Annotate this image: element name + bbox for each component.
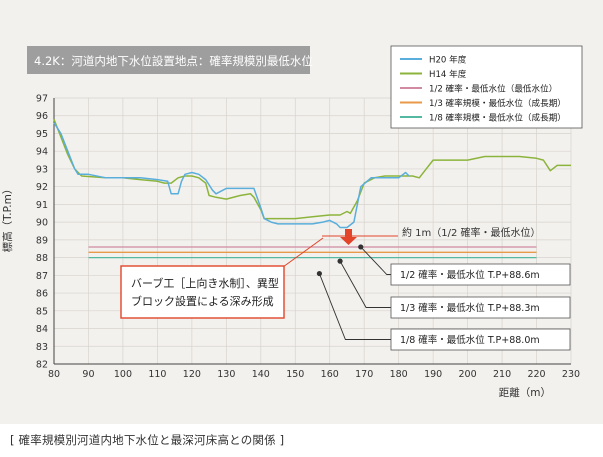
legend-frame	[390, 45, 583, 129]
x-tick-label: 80	[48, 369, 60, 380]
x-tick-label: 130	[217, 369, 235, 380]
callout-box	[390, 328, 571, 351]
x-tick-label: 160	[321, 369, 339, 380]
y-tick-label: 83	[36, 342, 48, 353]
y-tick-label: 97	[36, 94, 48, 105]
x-tick-label: 100	[114, 369, 132, 380]
y-tick-label: 84	[36, 324, 48, 335]
x-tick-label: 230	[562, 369, 580, 380]
callout-label: 1/8 確率・最低水位 T.P+88.0m	[400, 334, 540, 346]
y-tick-label: 93	[36, 164, 48, 175]
callout-leader	[318, 273, 391, 340]
callout-box	[390, 296, 571, 319]
legend-label: 1/3 確率規模・最低水位（成長期）	[429, 97, 566, 109]
x-tick-label: 90	[82, 369, 94, 380]
callout-label: 1/3 確率・最低水位 T.P+88.3m	[400, 302, 540, 314]
note-line-1: バーブ工［上向き水制］、異型	[131, 276, 279, 290]
callouts: 1/2 確率・最低水位 T.P+88.6m 1/3 確率・最低水位 T.P+88.…	[316, 244, 571, 351]
y-tick-label: 92	[36, 182, 48, 193]
legend: H20 年度 H14 年度 1/2 確率・最低水位（最低水位） 1/3 確率規模・最低…	[390, 45, 583, 129]
series-lines	[53, 119, 571, 259]
x-tick-label: 180	[390, 369, 408, 380]
y-tick-label: 94	[36, 147, 48, 158]
range-label: 約 1m（1/2 確率・最低水位）	[402, 226, 541, 239]
note-box: バーブ工［上向き水制］、異型 ブロック設置による深み形成	[120, 237, 324, 319]
arrow-shaft	[345, 229, 352, 237]
y-tick-label: 88	[36, 253, 48, 264]
legend-label: 1/2 確率・最低水位（最低水位）	[429, 83, 557, 95]
callout-leader	[360, 246, 391, 275]
callout-box	[390, 263, 571, 286]
x-tick-label: 170	[355, 369, 373, 380]
y-tick-label: 86	[36, 289, 48, 300]
chart: 4.2K：河道内地下水位設置地点：確率規模別最低水位 8283848586878…	[1, 45, 583, 399]
y-tick-label: 89	[36, 235, 48, 246]
callout-label: 1/2 確率・最低水位 T.P+88.6m	[400, 269, 540, 281]
legend-label: H14 年度	[429, 68, 467, 80]
arrow-head	[340, 237, 357, 245]
y-tick-label: 91	[36, 200, 48, 211]
callout-leader	[339, 260, 391, 308]
y-tick-label: 85	[36, 306, 48, 317]
x-tick-label: 210	[493, 369, 511, 380]
y-axis-label: 標高（T.P.m）	[1, 184, 14, 253]
chart-title-bg	[27, 46, 310, 74]
axes	[53, 98, 571, 365]
legend-items: H20 年度 H14 年度 1/2 確率・最低水位（最低水位） 1/3 確率規模・最低…	[400, 54, 566, 124]
y-tick-label: 90	[36, 218, 48, 229]
x-tick-label: 190	[424, 369, 442, 380]
y-tick-label: 95	[36, 129, 48, 140]
x-axis-label: 距離（m）	[499, 386, 551, 399]
y-tick-label: 87	[36, 271, 48, 282]
y-tick-labels: 82 83 84 85 86 87 88 89 90 91 92 93 94 95 96 97	[36, 94, 48, 371]
y-tick-label: 96	[36, 111, 48, 122]
x-tick-label: 220	[527, 369, 545, 380]
x-tick-label: 200	[459, 369, 477, 380]
note-frame	[120, 265, 285, 319]
series-line-2	[53, 119, 571, 220]
chart-title: 4.2K：河道内地下水位設置地点：確率規模別最低水位	[34, 54, 313, 68]
x-tick-label: 110	[148, 369, 166, 380]
legend-label: 1/8 確率規模・最低水位（成長期）	[429, 112, 566, 124]
chart-frame: 4.2K：河道内地下水位設置地点：確率規模別最低水位 82 83 84 85 86 87 8…	[0, 0, 603, 424]
y-tick-label: 82	[36, 360, 48, 371]
note-line-2: ブロック設置による深み形成	[131, 294, 274, 308]
series-line-1	[53, 122, 410, 229]
note-leader	[282, 237, 324, 268]
arrow-marker	[340, 229, 357, 245]
x-tick-label: 140	[252, 369, 270, 380]
x-tick-label: 120	[183, 369, 201, 380]
range-annotation: 約 1m（1/2 確率・最低水位）	[322, 226, 541, 239]
figure-caption: [ 確率規模別河道内地下水位と最深河床高との関係 ]	[10, 433, 285, 447]
legend-label: H20 年度	[429, 54, 467, 66]
x-tick-label: 150	[286, 369, 304, 380]
x-tick-labels: 80 90 100 110 120 130 140 150 160 170 180 190 200 210…	[48, 369, 580, 380]
